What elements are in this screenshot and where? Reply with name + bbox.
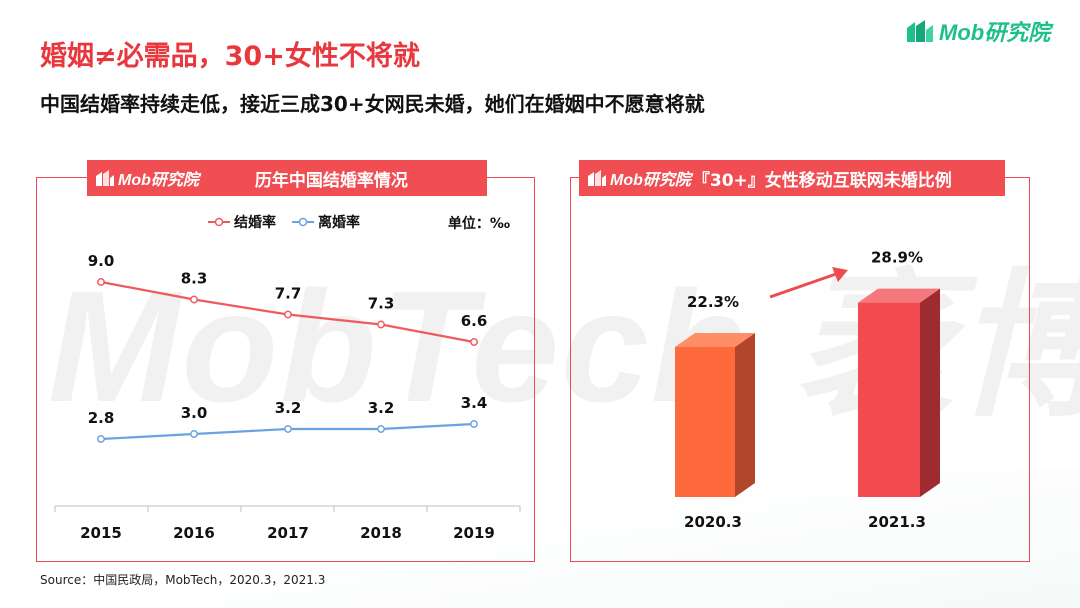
bar-value-label: 22.3% (687, 293, 739, 311)
brand-mark-icon (96, 170, 114, 186)
x-tick-label: 2017 (267, 524, 309, 542)
legend-marker (214, 217, 224, 227)
brand-logo: Mob研究院 (905, 14, 1050, 48)
brand-mark-icon (907, 20, 933, 42)
data-label: 7.3 (368, 295, 395, 313)
data-label: 6.6 (461, 312, 488, 330)
legend-label: 离婚率 (318, 214, 360, 231)
panel-logo: Mob研究院 (95, 166, 199, 190)
x-tick-label: 2015 (80, 524, 122, 542)
panel-logo-text: Mob研究院 (118, 172, 199, 189)
x-tick-label: 2020.3 (684, 513, 742, 531)
data-label: 8.3 (181, 270, 208, 288)
brand-text: Mob研究院 (939, 20, 1051, 45)
data-label: 3.2 (368, 399, 395, 417)
data-point (190, 295, 198, 304)
trend-arrow-head-icon (832, 267, 848, 282)
bar (675, 347, 735, 497)
trend-arrow-shaft (769, 272, 837, 299)
panel-marriage-rate: Mob研究院 历年中国结婚率情况 (36, 160, 535, 562)
panel-logo-text: Mob研究院 (610, 172, 691, 189)
data-label: 3.0 (181, 404, 208, 422)
data-point (377, 425, 385, 433)
data-label: 9.0 (88, 252, 115, 270)
panel-header-left: Mob研究院 历年中国结婚率情况 (87, 160, 487, 196)
data-point (97, 435, 105, 443)
panel-unmarried-ratio: Mob研究院 『30+』女性移动互联网未婚比例 (570, 160, 1030, 562)
data-label: 2.8 (88, 409, 115, 427)
bar (858, 302, 920, 497)
data-label: 7.7 (275, 285, 302, 303)
legend-label: 结婚率 (234, 214, 276, 231)
data-label: 3.2 (275, 399, 302, 417)
unit-label: 单位：‰ (448, 215, 510, 232)
data-point (284, 425, 292, 433)
data-point (190, 430, 198, 438)
source-note: Source：中国民政局，MobTech，2020.3，2021.3 (40, 573, 326, 587)
data-point (470, 338, 478, 346)
panel-title: 『30+』女性移动互联网未婚比例 (692, 170, 952, 191)
x-tick-label: 2016 (173, 524, 215, 542)
brand-mark-icon (588, 170, 606, 186)
legend-marker (298, 217, 308, 227)
page-subtitle: 中国结婚率持续走低，接近三成30+女网民未婚，她们在婚姻中不愿意将就 (40, 92, 705, 116)
panel-header-right: Mob研究院 『30+』女性移动互联网未婚比例 (579, 160, 1005, 196)
bar-side-face (735, 333, 755, 497)
data-point (377, 320, 385, 329)
page-title: 婚姻≠必需品，30+女性不将就 (40, 41, 420, 72)
bar-top-face (675, 333, 755, 347)
bar-top-face (858, 288, 940, 303)
x-tick-label: 2019 (453, 524, 495, 542)
data-point (97, 278, 105, 286)
x-tick-label: 2021.3 (868, 513, 926, 531)
panel-title: 历年中国结婚率情况 (254, 170, 408, 191)
data-point (470, 420, 478, 428)
panel-logo: Mob研究院 (587, 166, 691, 190)
data-label: 3.4 (461, 394, 488, 412)
data-point (284, 310, 292, 319)
x-tick-label: 2018 (360, 524, 402, 542)
bar-side-face (920, 288, 940, 497)
bar-value-label: 28.9% (871, 249, 923, 267)
